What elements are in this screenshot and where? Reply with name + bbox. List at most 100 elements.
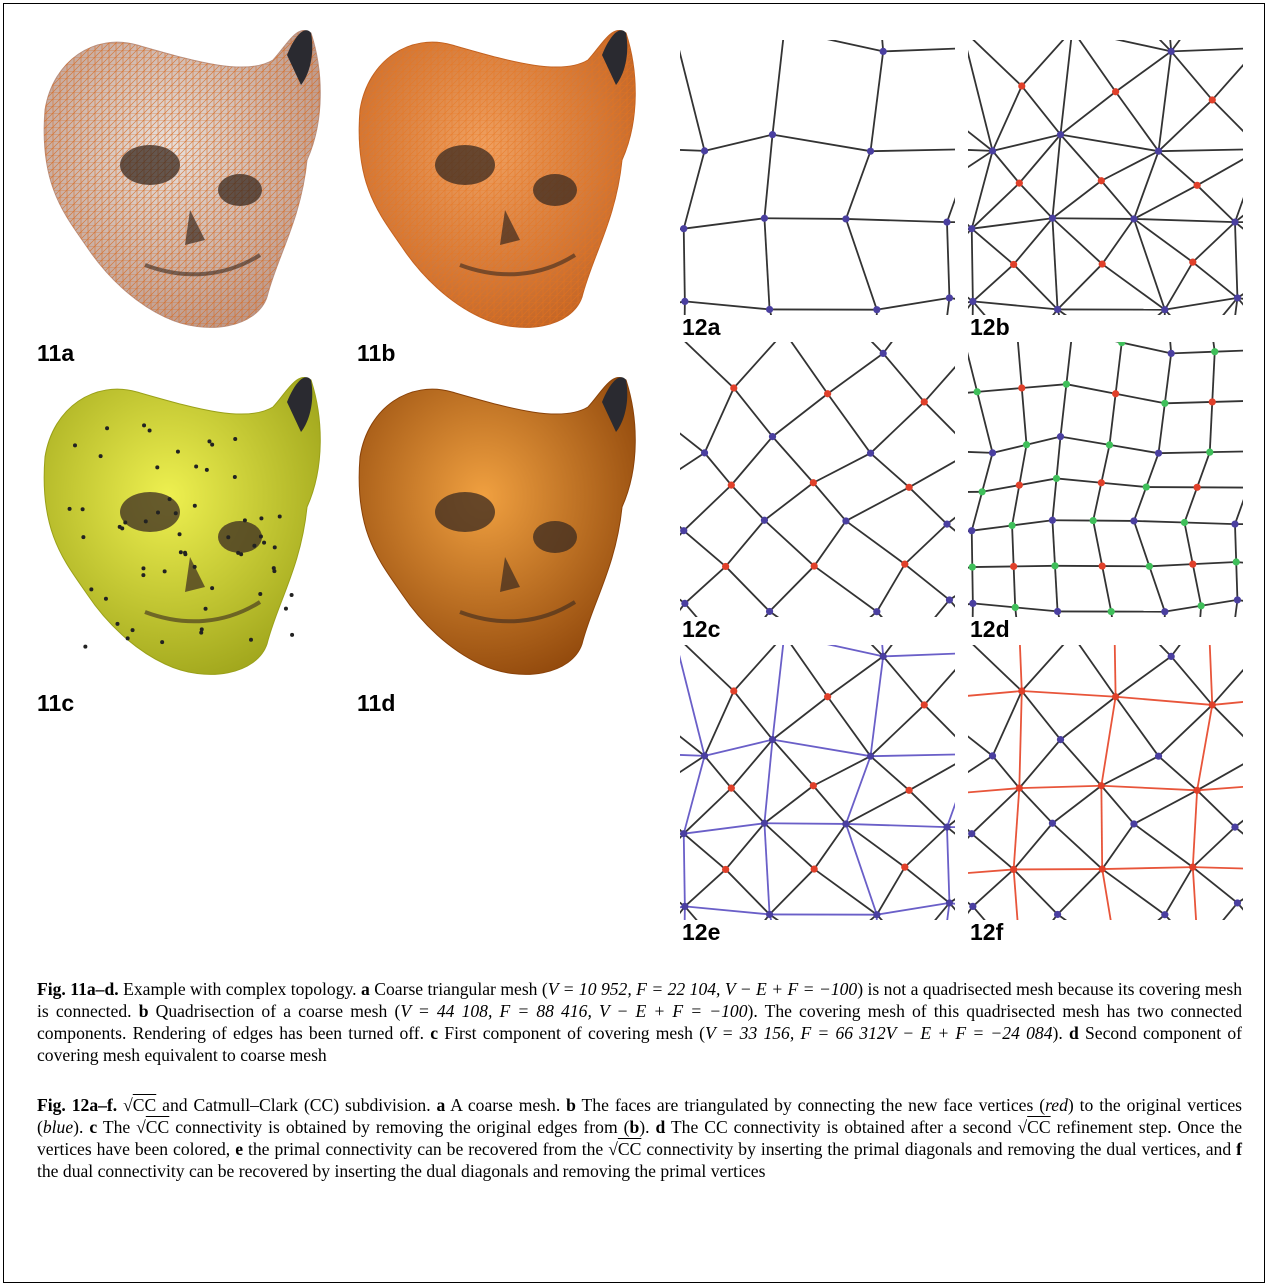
mesh-edge [1114,645,1116,697]
mesh-edge [883,48,955,51]
speck [284,607,288,611]
mesh-vertex [1008,522,1015,529]
mesh-vertex [943,823,950,830]
mesh-vertex [680,527,687,534]
speck [178,532,182,536]
mesh-vertex [968,830,975,837]
mesh-vertex [901,561,908,568]
mesh-edge [828,353,884,393]
figure-image [25,362,335,687]
mesh-vertex [1234,899,1241,906]
mesh-vertex [969,600,976,607]
mesh-edge [1159,149,1243,151]
mesh-vertex [1098,782,1105,789]
mesh-edge [883,656,924,705]
eye-socket [435,145,495,185]
mesh-edge [1198,903,1237,920]
mesh-edge [993,135,1061,151]
mesh-edge [1052,218,1057,309]
speck [156,511,160,515]
caption-text: b [139,1001,149,1021]
speck [193,504,197,508]
panel-label: 11c [37,690,74,717]
mesh-edge [877,903,950,915]
mesh-edge [1134,219,1235,222]
mesh-edge [685,566,726,603]
skull [359,377,635,674]
mesh-edge [1212,352,1214,402]
mesh-edge [1212,100,1243,149]
mesh-edge [705,388,734,453]
mesh-edge [1165,915,1198,920]
mesh-edge [846,219,947,222]
mesh-edge [968,451,993,453]
caption-text: c [430,1023,438,1043]
mesh-edge [1052,786,1101,824]
mesh-edge [993,756,1020,788]
mesh-edge [1165,298,1238,310]
mesh-edge [1197,452,1210,487]
mesh-edge [968,795,972,833]
mesh-edge [968,40,1022,86]
mesh-edge [973,301,1058,309]
mesh-edge [1022,86,1061,135]
mesh-edge [973,603,1015,607]
mesh-edge [846,824,905,867]
mesh-edge [968,700,993,756]
mesh-edge [764,218,769,309]
mesh-vertex [1053,475,1060,482]
figure-image [680,645,955,920]
caption-text: √ [1018,1117,1028,1137]
mesh-edge [1014,788,1020,869]
mesh-edge [846,824,947,827]
caption-text: blue [43,1117,73,1137]
mesh-edge [949,567,955,600]
mesh-edge [680,531,684,573]
mesh-vertex [1143,483,1150,490]
mesh-edge [1122,343,1171,354]
mesh-edge [814,824,846,869]
mesh-edge [1012,520,1052,525]
mesh-edge [764,135,772,219]
mesh-edge [1116,697,1213,705]
mesh-edge [846,151,871,219]
mesh-vertex [906,484,913,491]
mesh-edge [920,645,955,653]
mesh-edge [871,149,955,151]
caption-text: CC [133,1095,156,1115]
mesh-vertex [1016,180,1023,187]
mesh-edge [905,867,950,903]
mesh-edge [1058,264,1103,309]
caption-text: ). [1053,1023,1069,1043]
mesh-vertex [1168,653,1175,660]
mesh-edge [1208,645,1212,705]
speck [252,544,256,548]
mesh-edge [954,40,955,48]
speck [179,550,183,554]
mesh-edge [1052,520,1055,566]
eye-socket [533,174,577,206]
mesh-edge [846,219,877,310]
panel-label: 12f [970,919,1003,946]
mesh-vertex [974,388,981,395]
mesh-edge [877,867,905,915]
mesh-vertex [1108,608,1115,615]
mesh-vertex [1010,866,1017,873]
mesh-edge [1022,40,1073,86]
mesh-vertex [1194,182,1201,189]
mesh-edge [1019,691,1021,788]
mesh-edge [1208,645,1243,653]
mesh-edge [1184,487,1197,522]
mesh-edge [734,342,785,388]
mesh-edge [1159,51,1172,151]
speck [141,573,145,577]
mesh-vertex [1051,562,1058,569]
mesh-vertex [1194,484,1201,491]
mesh-vertex [1155,148,1162,155]
mesh-edge [680,342,734,388]
mesh-edge [1116,394,1165,404]
mesh-vertex [766,608,773,615]
speck [155,465,159,469]
speck [160,640,164,644]
mesh-edge [680,397,705,453]
